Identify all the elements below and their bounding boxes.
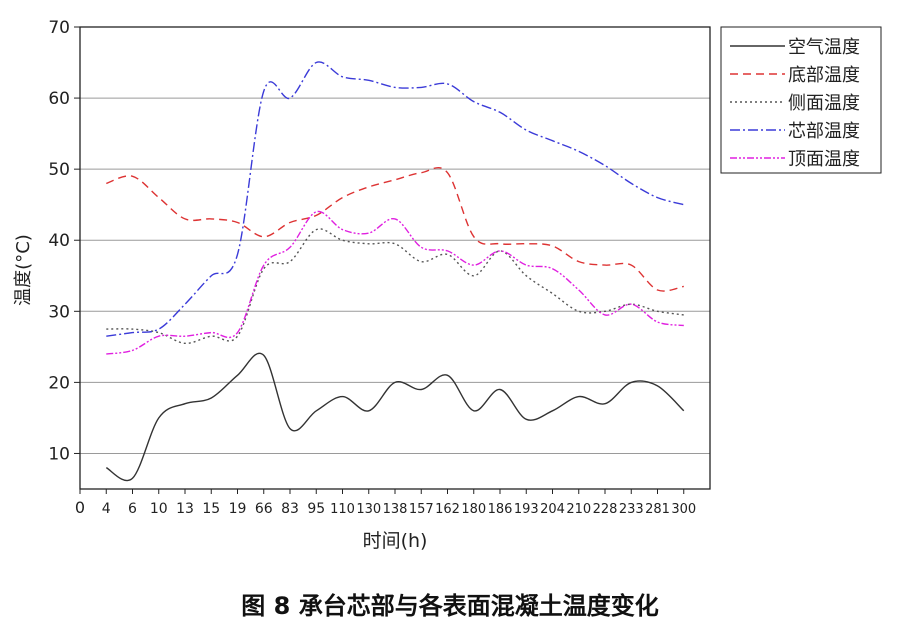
x-tick-label: 4 — [102, 501, 111, 517]
plot-frame — [79, 26, 711, 490]
x-tick-label: 210 — [566, 502, 591, 517]
series-lines — [105, 61, 685, 482]
x-tick-label: 138 — [383, 502, 408, 517]
x-tick-label: 186 — [488, 502, 513, 517]
x-tick-label: 300 — [671, 502, 696, 517]
x-tick-label: 233 — [619, 502, 644, 517]
y-tick-label: 10 — [48, 444, 70, 464]
series-line-5 — [106, 210, 684, 355]
y-tick-label: 30 — [48, 302, 70, 322]
y-axis-label: 温度(°C) — [13, 234, 34, 306]
series-line-1 — [105, 352, 685, 482]
legend-box — [720, 26, 882, 174]
x-tick-label: 66 — [255, 501, 273, 517]
x-tick-label: 95 — [307, 501, 325, 517]
x-tick-label: 228 — [593, 502, 618, 517]
y-tick-label: 20 — [48, 373, 70, 393]
figure-caption: 图 8 承台芯部与各表面混凝土温度变化 — [241, 592, 659, 620]
y-axis: 10 20 30 40 50 60 70 — [48, 18, 80, 464]
x-tick-label: 0 — [75, 498, 85, 517]
legend-label-4: 芯部温度 — [788, 121, 860, 142]
x-tick-label: 193 — [514, 502, 539, 517]
legend-label-2: 底部温度 — [788, 65, 860, 86]
x-axis: 0 4 6 10 13 15 19 66 83 95 110 130 138 157 162 180 186 19… — [75, 489, 696, 517]
x-axis-label: 时间(h) — [363, 530, 428, 552]
legend-label-1: 空气温度 — [788, 37, 860, 58]
x-tick-label: 10 — [150, 501, 168, 517]
y-tick-label: 60 — [48, 89, 70, 109]
series-line-4 — [106, 61, 684, 337]
x-tick-label: 110 — [330, 502, 355, 517]
x-tick-label: 281 — [645, 502, 670, 517]
x-tick-label: 180 — [461, 502, 486, 517]
x-tick-label: 162 — [435, 502, 460, 517]
series-line-3 — [106, 228, 684, 345]
grid-lines — [80, 26, 710, 454]
series-line-2 — [106, 166, 684, 292]
x-tick-label: 157 — [409, 502, 434, 517]
x-tick-label: 204 — [540, 502, 565, 517]
x-tick-label: 15 — [202, 501, 220, 517]
legend-label-5: 顶面温度 — [788, 149, 860, 170]
x-tick-label: 130 — [356, 502, 381, 517]
x-tick-label: 83 — [281, 501, 299, 517]
x-tick-label: 19 — [229, 501, 247, 517]
x-tick-label: 13 — [176, 501, 194, 517]
legend-label-3: 侧面温度 — [788, 93, 860, 114]
y-tick-label: 40 — [48, 231, 70, 251]
y-tick-label: 70 — [48, 18, 70, 38]
y-tick-label: 50 — [48, 160, 70, 180]
x-tick-label: 6 — [128, 501, 137, 517]
